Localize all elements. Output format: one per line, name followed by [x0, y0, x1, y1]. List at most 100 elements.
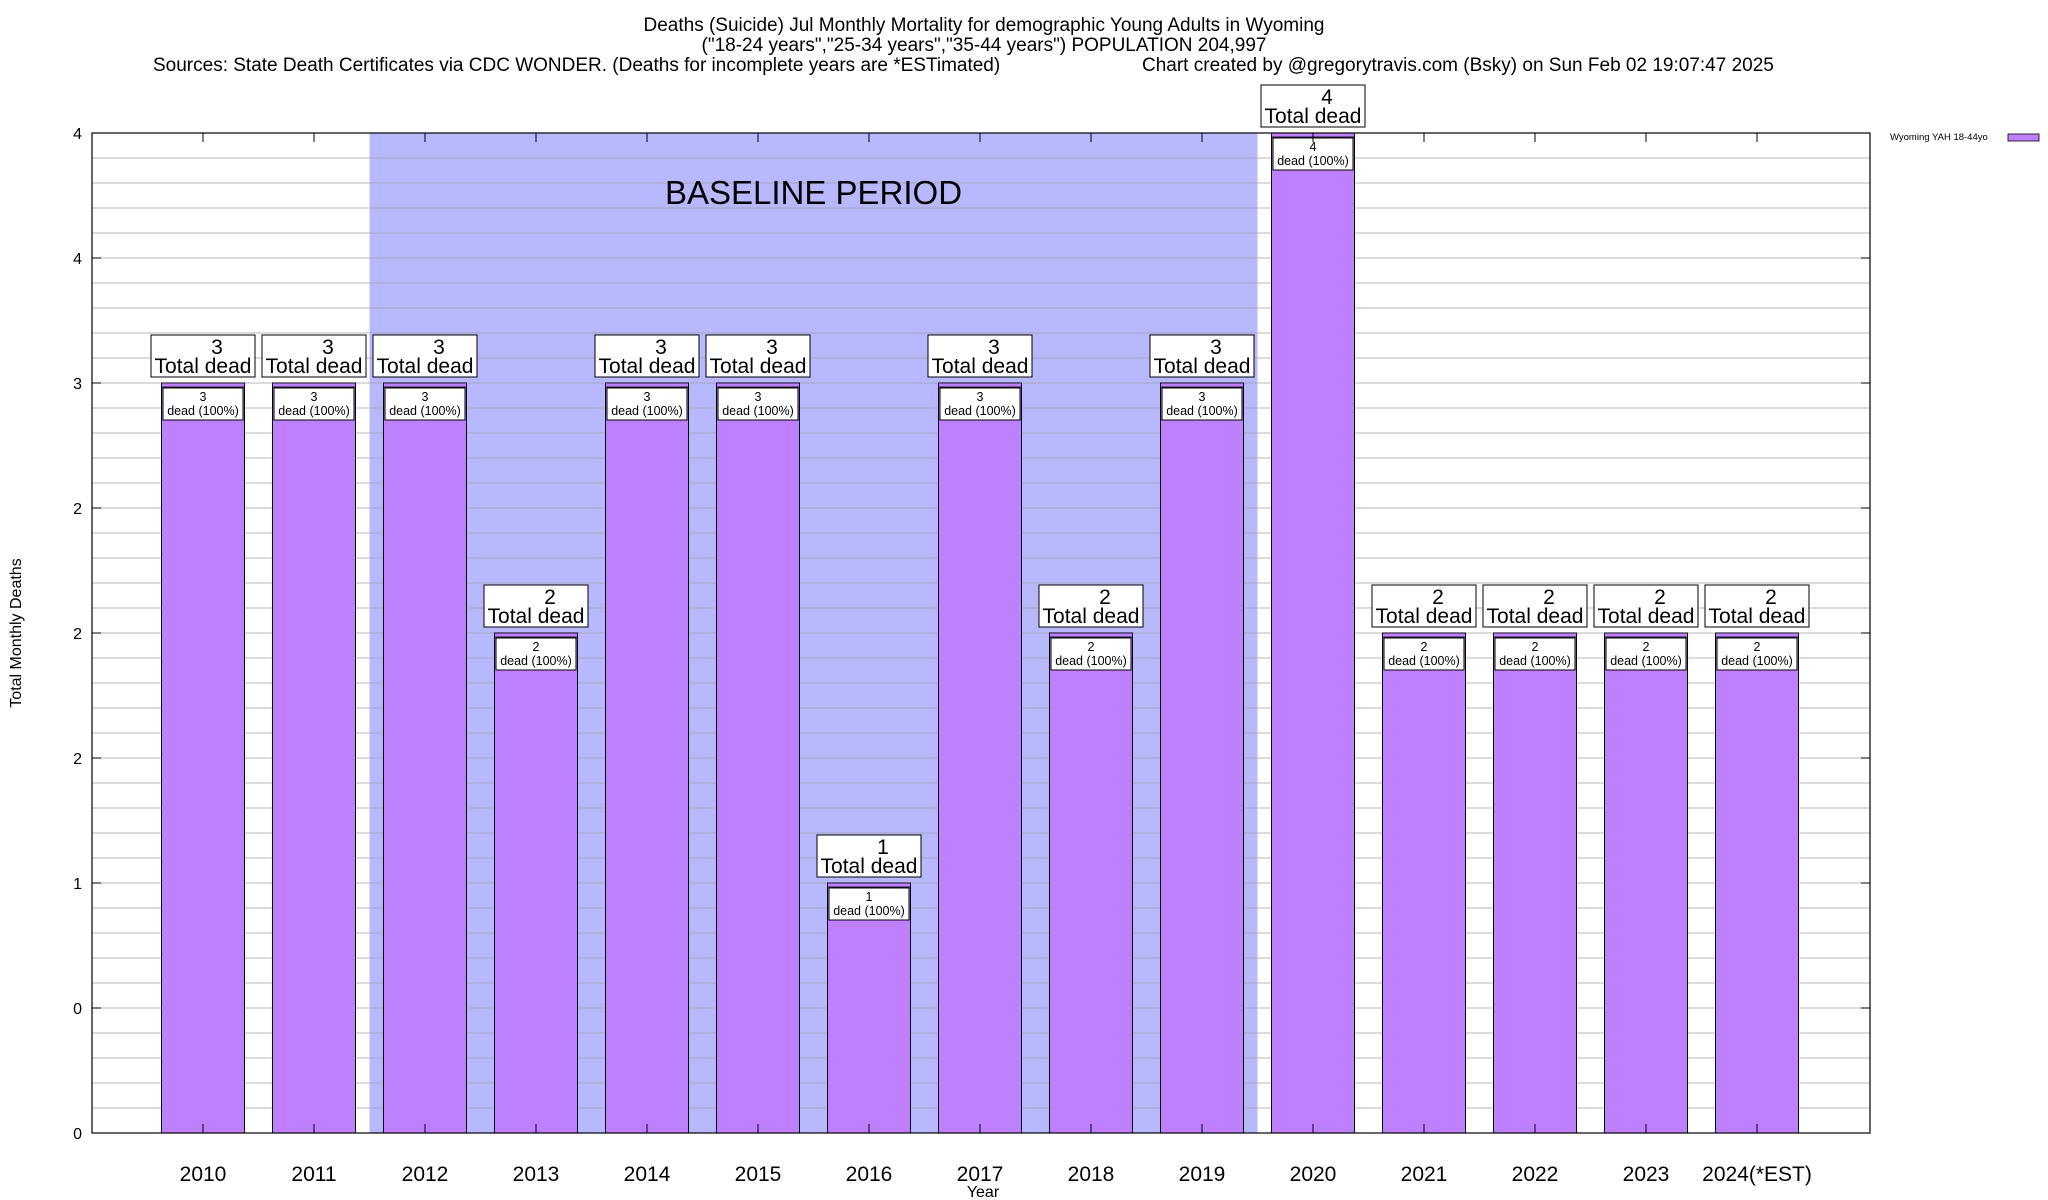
inner-label-value: 2: [1532, 640, 1539, 654]
inner-label-text: dead (100%): [944, 404, 1016, 418]
top-label-text: Total dead: [821, 855, 918, 878]
top-label-box: [1038, 584, 1144, 628]
chart-sources: Sources: State Death Certificates via CD…: [153, 55, 1000, 76]
top-label-box: [261, 334, 367, 378]
top-label-value: 2: [1543, 586, 1555, 609]
ticks-layer: 0 0 1 2 2 2 3 4 4 2010 2011 2012 2013 2014 2015 2016 201…: [73, 126, 1870, 1186]
bar: [1160, 382, 1244, 1134]
top-label-value: 2: [1432, 586, 1444, 609]
inner-label-text: dead (100%): [278, 404, 350, 418]
inner-label-text: dead (100%): [500, 654, 572, 668]
bar-top-band: [605, 382, 689, 388]
inner-label-text: dead (100%): [1721, 654, 1793, 668]
inner-label-value: 2: [1088, 640, 1095, 654]
inner-label-text: dead (100%): [1388, 654, 1460, 668]
inner-label-box: [495, 637, 577, 671]
bar-top-band: [161, 382, 245, 388]
legend-swatch: [2007, 133, 2040, 142]
top-label-text: Total dead: [1598, 605, 1695, 628]
top-label-text: Total dead: [1043, 605, 1140, 628]
bar-top-band: [272, 382, 356, 388]
inner-label-box: [939, 387, 1021, 421]
top-label-value: 3: [655, 336, 667, 359]
inner-label-box: [606, 387, 688, 421]
legend-label: Wyoming YAH 18-44yo: [1890, 132, 1988, 143]
y-tick-label: 3: [73, 376, 82, 393]
bar: [494, 632, 578, 1134]
x-tick-label: 2017: [957, 1163, 1004, 1186]
inner-label-box: [162, 387, 244, 421]
bar: [161, 382, 245, 1134]
top-label-value: 3: [988, 336, 1000, 359]
x-axis-label: Year: [967, 1184, 1000, 1200]
inner-label-text: dead (100%): [833, 904, 905, 918]
inner-label-text: dead (100%): [1277, 154, 1349, 168]
inner-label-value: 3: [422, 390, 429, 404]
top-label-value: 1: [877, 836, 889, 859]
bar: [605, 382, 689, 1134]
inner-label-value: 2: [1754, 640, 1761, 654]
bar: [716, 382, 800, 1134]
inner-label-box: [1050, 637, 1132, 671]
chart-title-line-1: Deaths (Suicide) Jul Monthly Mortality f…: [644, 15, 1325, 36]
inner-label-value: 2: [533, 640, 540, 654]
x-tick-label: 2024(*EST): [1702, 1163, 1812, 1186]
top-label-text: Total dead: [155, 355, 252, 378]
bar-top-band: [494, 632, 578, 638]
bar: [1049, 632, 1133, 1134]
inner-label-value: 3: [755, 390, 762, 404]
top-label-box: [1260, 84, 1366, 128]
x-tick-label: 2014: [624, 1163, 671, 1186]
y-tick-label: 2: [73, 501, 82, 518]
inner-label-box: [384, 387, 466, 421]
inner-label-box: [273, 387, 355, 421]
bar-top-band: [1715, 632, 1799, 638]
x-tick-label: 2020: [1290, 1163, 1337, 1186]
top-label-value: 2: [544, 586, 556, 609]
bar-top-band: [716, 382, 800, 388]
bar-top-band: [1604, 632, 1688, 638]
inner-label-text: dead (100%): [1166, 404, 1238, 418]
bar: [1493, 632, 1577, 1134]
bar: [383, 382, 467, 1134]
top-label-value: 2: [1099, 586, 1111, 609]
y-tick-label: 2: [73, 751, 82, 768]
inner-label-value: 3: [644, 390, 651, 404]
top-label-box: [816, 834, 922, 878]
top-label-value: 2: [1654, 586, 1666, 609]
top-label-value: 4: [1321, 86, 1333, 109]
bar-top-band: [938, 382, 1022, 388]
x-tick-label: 2013: [513, 1163, 560, 1186]
top-label-box: [927, 334, 1033, 378]
x-tick-label: 2010: [180, 1163, 227, 1186]
bar: [938, 382, 1022, 1134]
bar: [1715, 632, 1799, 1134]
bar-top-band: [1049, 632, 1133, 638]
x-tick-label: 2023: [1623, 1163, 1670, 1186]
bar: [1382, 632, 1466, 1134]
inner-label-value: 2: [1643, 640, 1650, 654]
top-label-value: 3: [1210, 336, 1222, 359]
inner-label-text: dead (100%): [1499, 654, 1571, 668]
inner-label-value: 1: [866, 890, 873, 904]
baseline-label: BASELINE PERIOD: [665, 174, 962, 211]
top-label-box: [1149, 334, 1255, 378]
x-tick-label: 2011: [291, 1163, 336, 1186]
top-label-box: [1482, 584, 1588, 628]
inner-label-box: [1272, 137, 1354, 171]
top-label-text: Total dead: [1709, 605, 1806, 628]
top-label-value: 3: [433, 336, 445, 359]
x-tick-label: 2021: [1401, 1163, 1448, 1186]
inner-label-box: [828, 887, 910, 921]
inner-label-text: dead (100%): [389, 404, 461, 418]
y-tick-label: 4: [73, 251, 82, 268]
inner-label-value: 4: [1310, 140, 1317, 154]
chart-title-line-2: ("18-24 years","25-34 years","35-44 year…: [702, 35, 1267, 56]
y-tick-label: 1: [73, 876, 82, 893]
bar-top-band: [1382, 632, 1466, 638]
bar: [272, 382, 356, 1134]
x-tick-label: 2018: [1068, 1163, 1115, 1186]
inner-label-box: [1716, 637, 1798, 671]
